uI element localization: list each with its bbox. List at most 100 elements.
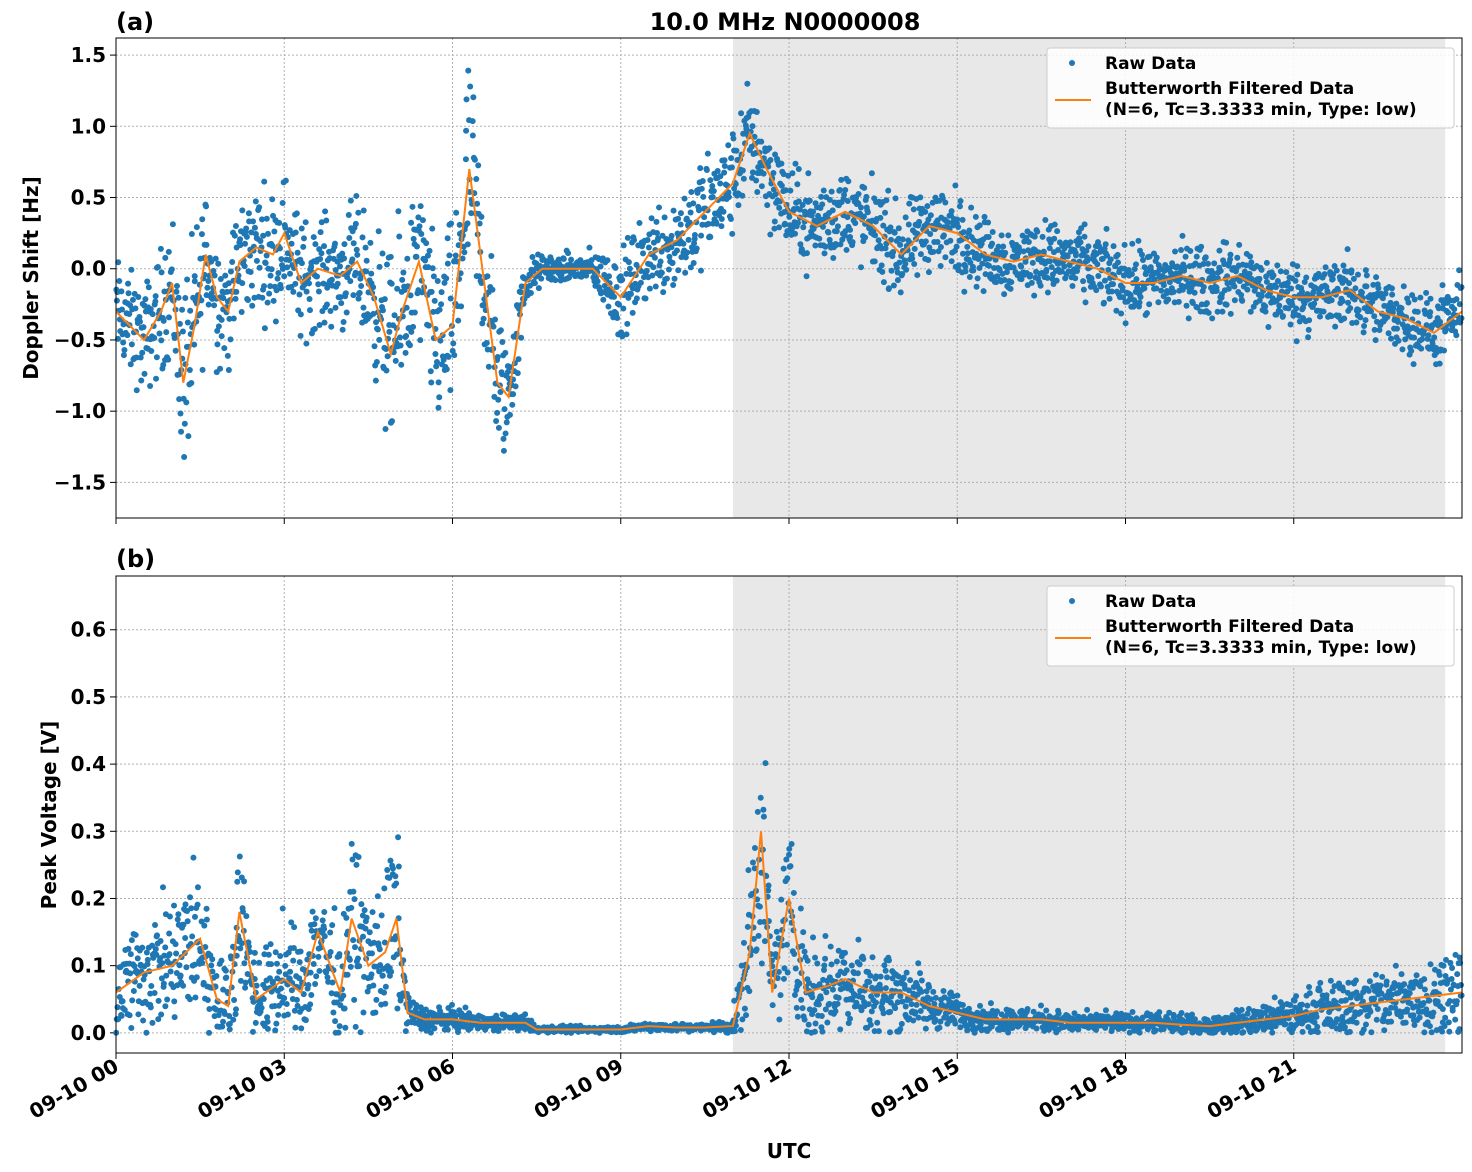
raw-point-b [918, 988, 925, 995]
raw-point-a [885, 285, 892, 292]
raw-point-a [341, 241, 348, 248]
raw-point-b [307, 1001, 314, 1008]
raw-point-b [288, 987, 295, 994]
raw-point-a [181, 420, 188, 427]
raw-point-b [1084, 1006, 1091, 1013]
raw-point-a [226, 315, 233, 322]
raw-point-a [862, 234, 869, 241]
raw-point-a [1371, 326, 1378, 333]
raw-point-a [149, 311, 156, 318]
raw-point-a [1298, 288, 1305, 295]
raw-point-a [374, 326, 381, 333]
raw-point-a [1258, 266, 1265, 273]
raw-point-a [237, 236, 244, 243]
raw-point-a [282, 177, 289, 184]
raw-point-a [776, 224, 783, 231]
raw-point-b [174, 916, 181, 923]
raw-point-b [223, 974, 230, 981]
raw-point-a [872, 232, 879, 239]
raw-point-b [352, 1023, 359, 1030]
raw-point-a [989, 228, 996, 235]
raw-point-b [175, 911, 182, 918]
raw-point-a [271, 228, 278, 235]
raw-point-a [443, 366, 450, 373]
raw-point-a [890, 248, 897, 255]
raw-point-a [707, 177, 714, 184]
raw-point-a [727, 215, 734, 222]
raw-point-a [1202, 254, 1209, 261]
raw-point-a [242, 240, 249, 247]
raw-point-a [446, 252, 453, 259]
raw-point-a [868, 170, 875, 177]
raw-point-b [381, 989, 388, 996]
raw-point-a [436, 306, 443, 313]
raw-point-b [158, 975, 165, 982]
raw-point-a [1166, 279, 1173, 286]
raw-point-b [756, 903, 763, 910]
raw-point-a [1441, 347, 1448, 354]
raw-point-a [864, 209, 871, 216]
raw-point-a [1122, 320, 1129, 327]
raw-point-a [382, 426, 389, 433]
raw-point-a [1214, 308, 1221, 315]
raw-point-a [473, 176, 480, 183]
raw-point-a [612, 264, 619, 271]
raw-point-b [233, 1006, 240, 1013]
raw-point-b [373, 996, 380, 1003]
raw-point-a [937, 262, 944, 269]
raw-point-b [1136, 1029, 1143, 1036]
raw-point-b [135, 1011, 142, 1018]
raw-point-a [232, 295, 239, 302]
raw-point-b [276, 968, 283, 975]
raw-point-a [973, 250, 980, 257]
raw-point-a [713, 220, 720, 227]
raw-point-a [203, 203, 210, 210]
raw-point-b [1102, 1007, 1109, 1014]
raw-point-a [118, 306, 125, 313]
raw-point-a [452, 252, 459, 259]
raw-point-a [1191, 289, 1198, 296]
raw-point-a [1114, 251, 1121, 258]
raw-point-a [1227, 251, 1234, 258]
raw-point-a [675, 267, 682, 274]
raw-point-a [902, 214, 909, 221]
raw-point-a [1294, 263, 1301, 270]
raw-point-a [705, 220, 712, 227]
raw-point-b [741, 1005, 748, 1012]
raw-point-a [323, 301, 330, 308]
raw-point-a [1427, 309, 1434, 316]
raw-point-a [717, 180, 724, 187]
raw-point-a [743, 125, 750, 132]
raw-point-b [880, 1010, 887, 1017]
raw-point-a [165, 314, 172, 321]
raw-point-b [814, 960, 821, 967]
raw-point-a [883, 197, 890, 204]
raw-point-a [503, 419, 510, 426]
raw-point-a [1209, 315, 1216, 322]
raw-point-a [909, 255, 916, 262]
raw-point-a [433, 359, 440, 366]
raw-point-a [447, 295, 454, 302]
raw-point-a [431, 297, 438, 304]
raw-point-a [927, 212, 934, 219]
raw-point-a [732, 181, 739, 188]
raw-point-a [1328, 313, 1335, 320]
raw-point-b [226, 1013, 233, 1020]
raw-point-b [1271, 994, 1278, 1001]
raw-point-a [121, 346, 128, 353]
raw-point-a [181, 454, 188, 461]
raw-point-b [746, 988, 753, 995]
raw-point-a [925, 257, 932, 264]
y-tick-label-b: 0.2 [71, 886, 106, 910]
raw-point-b [932, 994, 939, 1001]
raw-point-a [360, 304, 367, 311]
raw-point-a [962, 268, 969, 275]
raw-point-a [677, 221, 684, 228]
raw-point-a [263, 215, 270, 222]
raw-point-a [888, 267, 895, 274]
raw-point-a [698, 185, 705, 192]
raw-point-a [376, 336, 383, 343]
raw-point-a [776, 198, 783, 205]
raw-point-a [604, 257, 611, 264]
raw-point-a [897, 289, 904, 296]
